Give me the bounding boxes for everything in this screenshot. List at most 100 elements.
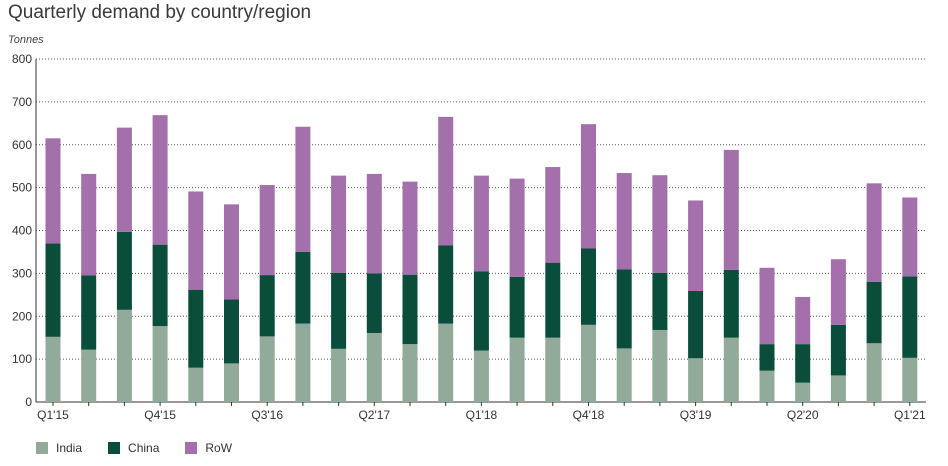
bar-segment-row <box>116 127 132 232</box>
x-tick-label: Q2'20 <box>787 408 819 422</box>
legend-item-china: China <box>108 441 159 455</box>
bar-segment-row <box>759 267 775 345</box>
y-tick-label: 300 <box>12 266 32 280</box>
x-tick-label: Q1'15 <box>37 408 69 422</box>
x-tick-label: Q1'21 <box>894 408 926 422</box>
bar-segment-china <box>295 251 311 324</box>
bar-segment-india <box>473 350 489 402</box>
x-tick-label: Q4'18 <box>573 408 605 422</box>
bar-segment-row <box>616 173 632 270</box>
x-tick-label: Q3'16 <box>251 408 283 422</box>
bar-segment-china <box>473 271 489 351</box>
legend-label-row: RoW <box>205 441 233 455</box>
bar-segment-china <box>188 289 204 368</box>
bar-segment-india <box>616 348 632 402</box>
bar-segment-row <box>45 138 61 244</box>
bar-segment-china <box>331 272 347 349</box>
bar-segment-row <box>224 204 239 300</box>
bar-segment-row <box>331 175 347 273</box>
bar-segment-china <box>402 274 418 345</box>
y-tick-label: 600 <box>12 138 32 152</box>
bar-segment-china <box>438 245 454 324</box>
bar-segment-india <box>723 337 739 402</box>
bar-segment-china <box>116 231 132 310</box>
y-tick-label: 400 <box>12 224 32 238</box>
legend-item-india: India <box>36 441 82 455</box>
bar-segment-row <box>152 115 168 245</box>
bar-segment-china <box>152 244 168 327</box>
bar-segment-row <box>438 116 454 246</box>
y-tick-label: 200 <box>12 309 32 323</box>
bar-segment-row <box>188 191 204 290</box>
bar-segment-china <box>902 276 918 358</box>
bar-segment-row <box>652 175 668 273</box>
bar-segment-india <box>295 323 311 402</box>
y-axis-unit-label: Tonnes <box>8 34 44 46</box>
bar-segment-china <box>545 262 561 338</box>
bar-segment-china <box>224 299 239 364</box>
bar-segment-row <box>402 181 418 275</box>
x-tick-label: Q1'18 <box>466 408 498 422</box>
bar-segment-india <box>795 382 811 402</box>
bar-segment-india <box>152 326 168 402</box>
legend-swatch-china <box>108 442 121 454</box>
y-tick-label: 0 <box>25 395 32 409</box>
bar-segment-row <box>81 173 97 276</box>
bar-segment-row <box>795 296 811 345</box>
bar-segment-china <box>259 275 275 337</box>
bar-segment-china <box>830 324 846 376</box>
bar-segment-row <box>902 197 918 277</box>
bar-segment-india <box>81 349 97 402</box>
bar-segment-india <box>759 370 775 402</box>
bar-segment-china <box>81 275 97 350</box>
bar-segment-india <box>509 337 525 402</box>
bar-segment-india <box>438 323 454 402</box>
y-tick-label: 100 <box>12 352 32 366</box>
legend-label-india: India <box>56 441 83 455</box>
bar-segment-china <box>581 248 596 325</box>
bar-segment-india <box>366 332 382 402</box>
bar-segment-india <box>866 343 882 402</box>
bar-segment-row <box>473 175 489 272</box>
legend: India China RoW <box>36 441 232 455</box>
bar-segment-row <box>366 173 382 274</box>
bar-segment-row <box>581 124 596 249</box>
bar-segment-india <box>902 357 918 402</box>
bar-segment-india <box>224 363 239 402</box>
chart-title: Quarterly demand by country/region <box>8 2 312 23</box>
bar-segment-china <box>688 290 704 359</box>
legend-swatch-india <box>36 442 48 454</box>
bar-segment-india <box>581 324 596 402</box>
bar-segment-india <box>188 367 204 402</box>
bar-segment-row <box>295 126 311 252</box>
bar-segment-row <box>509 178 525 277</box>
bar-segment-india <box>45 336 61 402</box>
bar-segment-india <box>402 344 418 402</box>
bar-segment-row <box>723 149 739 270</box>
bar-segment-row <box>866 183 882 282</box>
bar-segment-india <box>116 309 132 402</box>
bar-segment-row <box>688 200 704 291</box>
bar-segment-row <box>545 167 561 263</box>
y-tick-label: 700 <box>12 95 32 109</box>
bar-segment-china <box>652 272 668 330</box>
legend-swatch-row <box>185 442 198 454</box>
bar-segment-china <box>866 281 882 344</box>
x-tick-label: Q2'17 <box>358 408 390 422</box>
bar-segment-india <box>331 348 347 402</box>
bar-segment-china <box>616 269 632 349</box>
bar-segment-china <box>45 243 61 337</box>
x-tick-label: Q3'19 <box>680 408 712 422</box>
bar-segment-india <box>652 329 668 402</box>
bar-segment-india <box>688 358 704 402</box>
bar-segment-china <box>509 276 525 338</box>
bar-segment-china <box>723 269 739 338</box>
bar-segment-row <box>259 185 275 276</box>
legend-item-row: RoW <box>185 441 232 455</box>
bar-segment-row <box>830 259 846 325</box>
legend-label-china: China <box>128 441 160 455</box>
bar-segment-india <box>830 375 846 402</box>
y-tick-label: 500 <box>12 181 32 195</box>
bar-segment-china <box>759 344 775 371</box>
